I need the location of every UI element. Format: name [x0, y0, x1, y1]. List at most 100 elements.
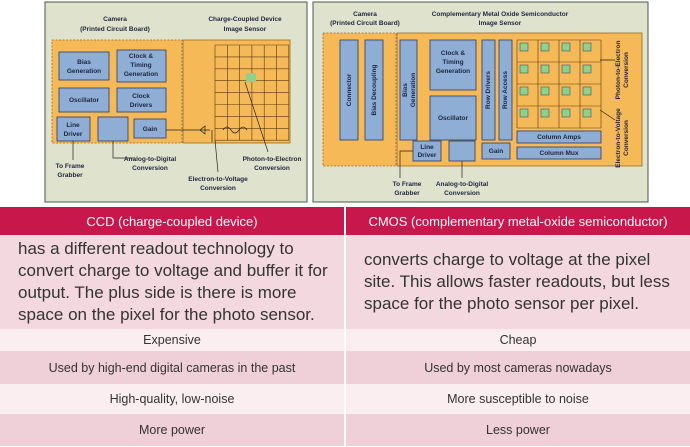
label: Oscillator: [438, 115, 468, 122]
row: More power Less power: [0, 414, 690, 446]
label: Image Sensor: [224, 26, 267, 33]
label: Generation: [124, 71, 158, 78]
pixel: [561, 108, 571, 118]
label: Column Mux: [540, 150, 579, 157]
block: [516, 146, 602, 160]
label: Timing: [442, 59, 463, 66]
block: [516, 130, 602, 144]
label: Driver: [64, 131, 83, 138]
pixel: [582, 108, 592, 118]
label: Photon-to-Electron: [615, 41, 622, 100]
label: Photon-to-Electron: [243, 156, 302, 163]
row: Used by high-end digital cameras in the …: [0, 351, 690, 384]
block: [97, 116, 129, 142]
label: Generation: [436, 68, 470, 75]
row: has a different readout technology to co…: [0, 235, 690, 329]
label: Line: [420, 144, 434, 151]
cmos-pixel-grid: [516, 39, 602, 129]
pixel: [582, 86, 592, 96]
label: Conversion: [444, 190, 480, 197]
cell: More susceptible to noise: [344, 384, 690, 414]
cell: High-quality, low-noise: [0, 384, 345, 414]
block: [399, 39, 418, 141]
pixel: [540, 108, 550, 118]
block: [339, 39, 359, 141]
cell: has a different readout technology to co…: [0, 235, 345, 329]
header-row: CCD (charge-coupled device) CMOS (comple…: [0, 207, 690, 235]
label: Clock &: [129, 53, 154, 60]
cell: Expensive: [0, 329, 345, 351]
block: [481, 39, 496, 141]
pixel: [540, 64, 550, 74]
label: Grabber: [57, 172, 83, 179]
pixel: [561, 64, 571, 74]
pixel: [540, 42, 550, 52]
comparison-table: CCD (charge-coupled device) CMOS (comple…: [0, 207, 690, 446]
block: [364, 39, 384, 141]
block: [116, 49, 167, 83]
label: Grabber: [394, 190, 420, 197]
label: Oscillator: [69, 97, 99, 104]
cell: Cheap: [344, 329, 690, 351]
label: Camera: [103, 16, 127, 23]
label: Clock: [132, 93, 150, 100]
label: Analog-to-Digital: [436, 181, 489, 188]
pixel: [519, 86, 529, 96]
label: To Frame: [56, 163, 85, 170]
cmos-board: [322, 32, 397, 167]
pixel: [540, 86, 550, 96]
pixel: [561, 86, 571, 96]
block: [481, 142, 511, 160]
label: Gain: [143, 126, 157, 133]
label: To Frame: [393, 181, 422, 188]
label: Conversion: [200, 185, 236, 192]
cell: Used by high-end digital cameras in the …: [0, 351, 345, 384]
wires: [399, 59, 616, 178]
label: Complementary Metal Oxide Semiconductor: [432, 11, 569, 18]
label: Camera: [353, 11, 377, 18]
cell: converts charge to voltage at the pixel …: [344, 235, 690, 329]
pixel: [561, 42, 571, 52]
diagrams: Camera (Printed Circuit Board) Charge-Co…: [44, 1, 649, 203]
label: Line: [66, 122, 80, 129]
block: [429, 39, 477, 91]
pixel: [582, 64, 592, 74]
pixel: [519, 42, 529, 52]
row: Expensive Cheap: [0, 329, 690, 351]
block: [448, 140, 476, 162]
block: [58, 87, 110, 113]
label: Clock &: [441, 50, 466, 57]
cell: Less power: [344, 414, 690, 446]
label: Electron-to-Voltage: [188, 176, 248, 183]
block: [133, 118, 167, 139]
pixel: [519, 64, 529, 74]
wires: [72, 81, 269, 173]
ccd-pixel-grid: [214, 44, 290, 141]
cell: Used by most cameras nowadays: [344, 351, 690, 384]
label: Image Sensor: [479, 20, 522, 27]
block: [116, 87, 167, 113]
row: High-quality, low-noise More susceptible…: [0, 384, 690, 414]
header-cell: CMOS (complementary metal-oxide semicond…: [344, 207, 690, 235]
label: Bias: [77, 59, 91, 66]
label: Driver: [418, 152, 437, 159]
label: Row Access: [502, 71, 509, 109]
label: Conversion: [132, 165, 168, 172]
label: Electron-to-Voltage: [615, 108, 622, 168]
label: Connector: [346, 73, 353, 106]
header-cell: CCD (charge-coupled device): [0, 207, 345, 235]
block: [429, 95, 477, 141]
ccd-sensor: [182, 39, 291, 144]
label: Analog-to-Digital: [124, 156, 177, 163]
label: Row Drivers: [485, 71, 492, 109]
pixel: [582, 42, 592, 52]
block: [58, 51, 110, 81]
label: Timing: [130, 62, 151, 69]
cell: More power: [0, 414, 345, 446]
label: (Printed Circuit Board): [330, 20, 400, 27]
label: Conversion: [623, 52, 630, 88]
label: Generation: [410, 73, 417, 107]
label: (Printed Circuit Board): [80, 26, 150, 33]
block: [498, 39, 513, 141]
